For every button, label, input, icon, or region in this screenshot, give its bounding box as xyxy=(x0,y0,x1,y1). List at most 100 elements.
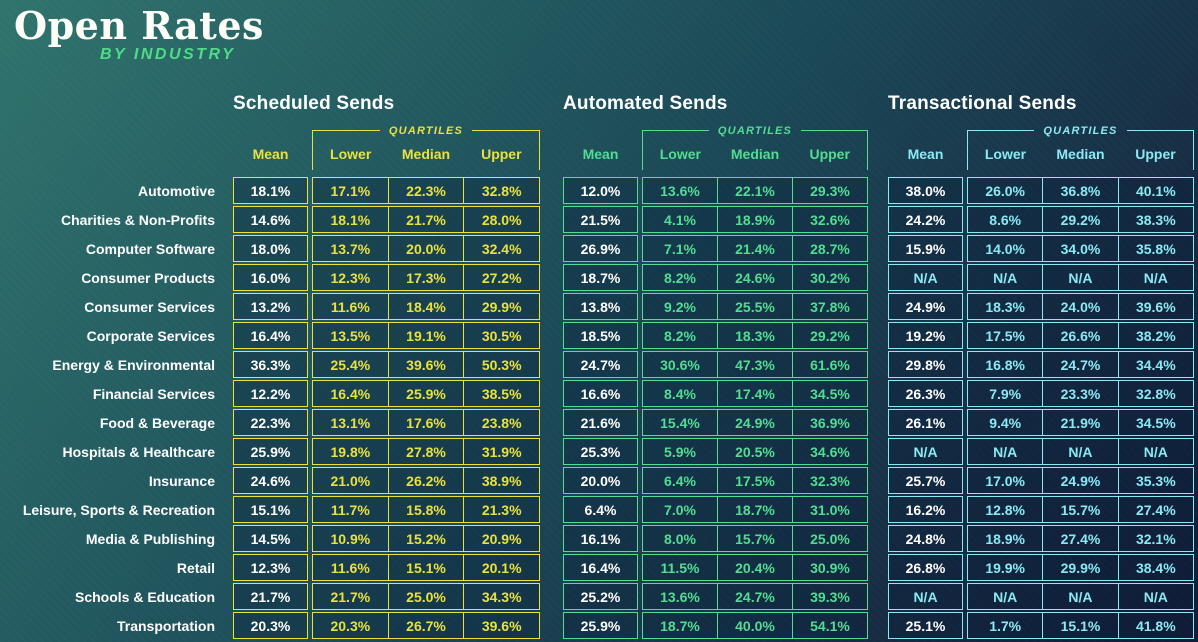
median-value-cell: 18.7% xyxy=(717,497,792,522)
quartile-cells: 7.1% 21.4% 28.7% xyxy=(642,235,868,262)
quartile-cells: 11.7% 15.8% 21.3% xyxy=(312,496,540,523)
median-value-cell: 20.4% xyxy=(717,555,792,580)
median-value-cell: 15.7% xyxy=(1042,497,1118,522)
quartiles-header-group: QUARTILES Lower Median Upper xyxy=(312,125,541,170)
mean-value-cell: N/A xyxy=(888,438,963,465)
upper-value-cell: 38.3% xyxy=(1117,207,1193,232)
lower-value-cell: 8.2% xyxy=(643,323,717,348)
table-row: 26.9% 7.1% 21.4% 28.7% xyxy=(563,235,868,262)
table-row: 36.3% 25.4% 39.6% 50.3% xyxy=(233,351,540,378)
upper-value-cell: N/A xyxy=(1117,584,1193,609)
mean-value-cell: 25.2% xyxy=(563,583,638,610)
upper-value-cell: 39.6% xyxy=(463,613,540,638)
mean-value-cell: 18.0% xyxy=(233,235,308,262)
quartile-cells: 25.4% 39.6% 50.3% xyxy=(312,351,540,378)
median-value-cell: 40.0% xyxy=(717,613,792,638)
upper-value-cell: 34.3% xyxy=(463,584,540,609)
table-row: 6.4% 7.0% 18.7% 31.0% xyxy=(563,496,868,523)
table-row: 24.8% 18.9% 27.4% 32.1% xyxy=(888,525,1194,552)
upper-value-cell: 39.3% xyxy=(792,584,867,609)
column-header-mean: Mean xyxy=(582,145,619,162)
quartile-cells: 5.9% 20.5% 34.6% xyxy=(642,438,868,465)
quartile-cells: N/A N/A N/A xyxy=(967,583,1194,610)
industry-label: Corporate Services xyxy=(86,327,215,344)
lower-value-cell: 11.5% xyxy=(643,555,717,580)
lower-value-cell: 14.0% xyxy=(968,236,1043,261)
lower-value-cell: 13.6% xyxy=(643,178,717,203)
table-body: 12.0% 13.6% 22.1% 29.3% 21.5% 4.1% 18.9% 32.6% 2… xyxy=(563,177,868,639)
lower-value-cell: 17.5% xyxy=(968,323,1043,348)
mean-value-cell: 25.1% xyxy=(888,612,963,639)
upper-value-cell: 32.6% xyxy=(792,207,867,232)
quartile-column-headers: Lower Median Upper xyxy=(643,137,867,170)
table-row: 14.6% 18.1% 21.7% 28.0% xyxy=(233,206,540,233)
upper-value-cell: 29.3% xyxy=(792,178,867,203)
median-value-cell: 21.7% xyxy=(387,207,464,232)
upper-value-cell: N/A xyxy=(1117,265,1193,290)
mean-value-cell: 21.5% xyxy=(563,206,638,233)
quartile-cells: 1.7% 15.1% 41.8% xyxy=(967,612,1194,639)
quartile-cells: 19.9% 29.9% 38.4% xyxy=(967,554,1194,581)
table-row: 12.2% 16.4% 25.9% 38.5% xyxy=(233,380,540,407)
median-value-cell: 18.4% xyxy=(387,294,464,319)
column-header-upper: Upper xyxy=(809,145,850,162)
lower-value-cell: 8.6% xyxy=(968,207,1043,232)
median-value-cell: 27.4% xyxy=(1042,526,1118,551)
industry-label: Financial Services xyxy=(92,385,215,402)
median-value-cell: 26.2% xyxy=(387,468,464,493)
mean-value-cell: 36.3% xyxy=(233,351,308,378)
table-row: N/A N/A N/A N/A xyxy=(888,264,1194,291)
median-value-cell: 24.0% xyxy=(1042,294,1118,319)
lower-value-cell: 7.9% xyxy=(968,381,1043,406)
table-row: 13.2% 11.6% 18.4% 29.9% xyxy=(233,293,540,320)
quartile-cells: 16.4% 25.9% 38.5% xyxy=(312,380,540,407)
quartile-cells: 11.6% 15.1% 20.1% xyxy=(312,554,540,581)
quartile-cells: 12.8% 15.7% 27.4% xyxy=(967,496,1194,523)
column-header-lower: Lower xyxy=(659,145,701,162)
lower-value-cell: 9.4% xyxy=(968,410,1043,435)
upper-value-cell: 32.8% xyxy=(463,178,540,203)
median-value-cell: 17.4% xyxy=(717,381,792,406)
median-value-cell: 26.7% xyxy=(387,613,464,638)
quartile-cells: 26.0% 36.8% 40.1% xyxy=(967,177,1194,204)
table-row: 24.7% 30.6% 47.3% 61.6% xyxy=(563,351,868,378)
upper-value-cell: 41.8% xyxy=(1117,613,1193,638)
upper-value-cell: 38.5% xyxy=(463,381,540,406)
upper-value-cell: 31.9% xyxy=(463,439,540,464)
table-row: 21.5% 4.1% 18.9% 32.6% xyxy=(563,206,868,233)
upper-value-cell: 20.1% xyxy=(463,555,540,580)
upper-value-cell: 54.1% xyxy=(792,613,867,638)
median-value-cell: 26.6% xyxy=(1042,323,1118,348)
upper-value-cell: 34.6% xyxy=(792,439,867,464)
table-row: 25.3% 5.9% 20.5% 34.6% xyxy=(563,438,868,465)
median-value-cell: 15.8% xyxy=(387,497,464,522)
upper-value-cell: 20.9% xyxy=(463,526,540,551)
tables-layout: Automotive Charities & Non-Profits Compute… xyxy=(0,92,1195,641)
upper-value-cell: 28.0% xyxy=(463,207,540,232)
median-value-cell: 15.1% xyxy=(1042,613,1118,638)
lower-value-cell: 19.8% xyxy=(313,439,388,464)
quartiles-label: QUARTILES xyxy=(388,124,464,137)
median-value-cell: N/A xyxy=(1042,265,1118,290)
lower-value-cell: 11.6% xyxy=(313,294,388,319)
median-value-cell: 29.9% xyxy=(1042,555,1118,580)
table-header: Mean QUARTILES Lower Median Upper xyxy=(888,124,1195,170)
median-value-cell: 23.3% xyxy=(1042,381,1118,406)
quartiles-label-row: QUARTILES xyxy=(312,124,541,137)
mean-value-cell: 16.4% xyxy=(233,322,308,349)
mean-value-cell: N/A xyxy=(888,264,963,291)
lower-value-cell: 16.8% xyxy=(968,352,1043,377)
upper-value-cell: N/A xyxy=(1117,439,1193,464)
lower-value-cell: 18.7% xyxy=(643,613,717,638)
table-title-transactional: Transactional Sends xyxy=(888,93,1077,114)
median-value-cell: 47.3% xyxy=(717,352,792,377)
median-value-cell: 24.6% xyxy=(717,265,792,290)
quartile-cells: 9.4% 21.9% 34.5% xyxy=(967,409,1194,436)
lower-value-cell: 30.6% xyxy=(643,352,717,377)
upper-value-cell: 40.1% xyxy=(1117,178,1193,203)
lower-value-cell: 11.7% xyxy=(313,497,388,522)
median-value-cell: 24.9% xyxy=(717,410,792,435)
table-transactional-sends: Transactional Sends Mean QUARTILES Lower… xyxy=(888,92,1195,641)
lower-value-cell: 13.6% xyxy=(643,584,717,609)
column-header-upper: Upper xyxy=(1135,145,1176,162)
